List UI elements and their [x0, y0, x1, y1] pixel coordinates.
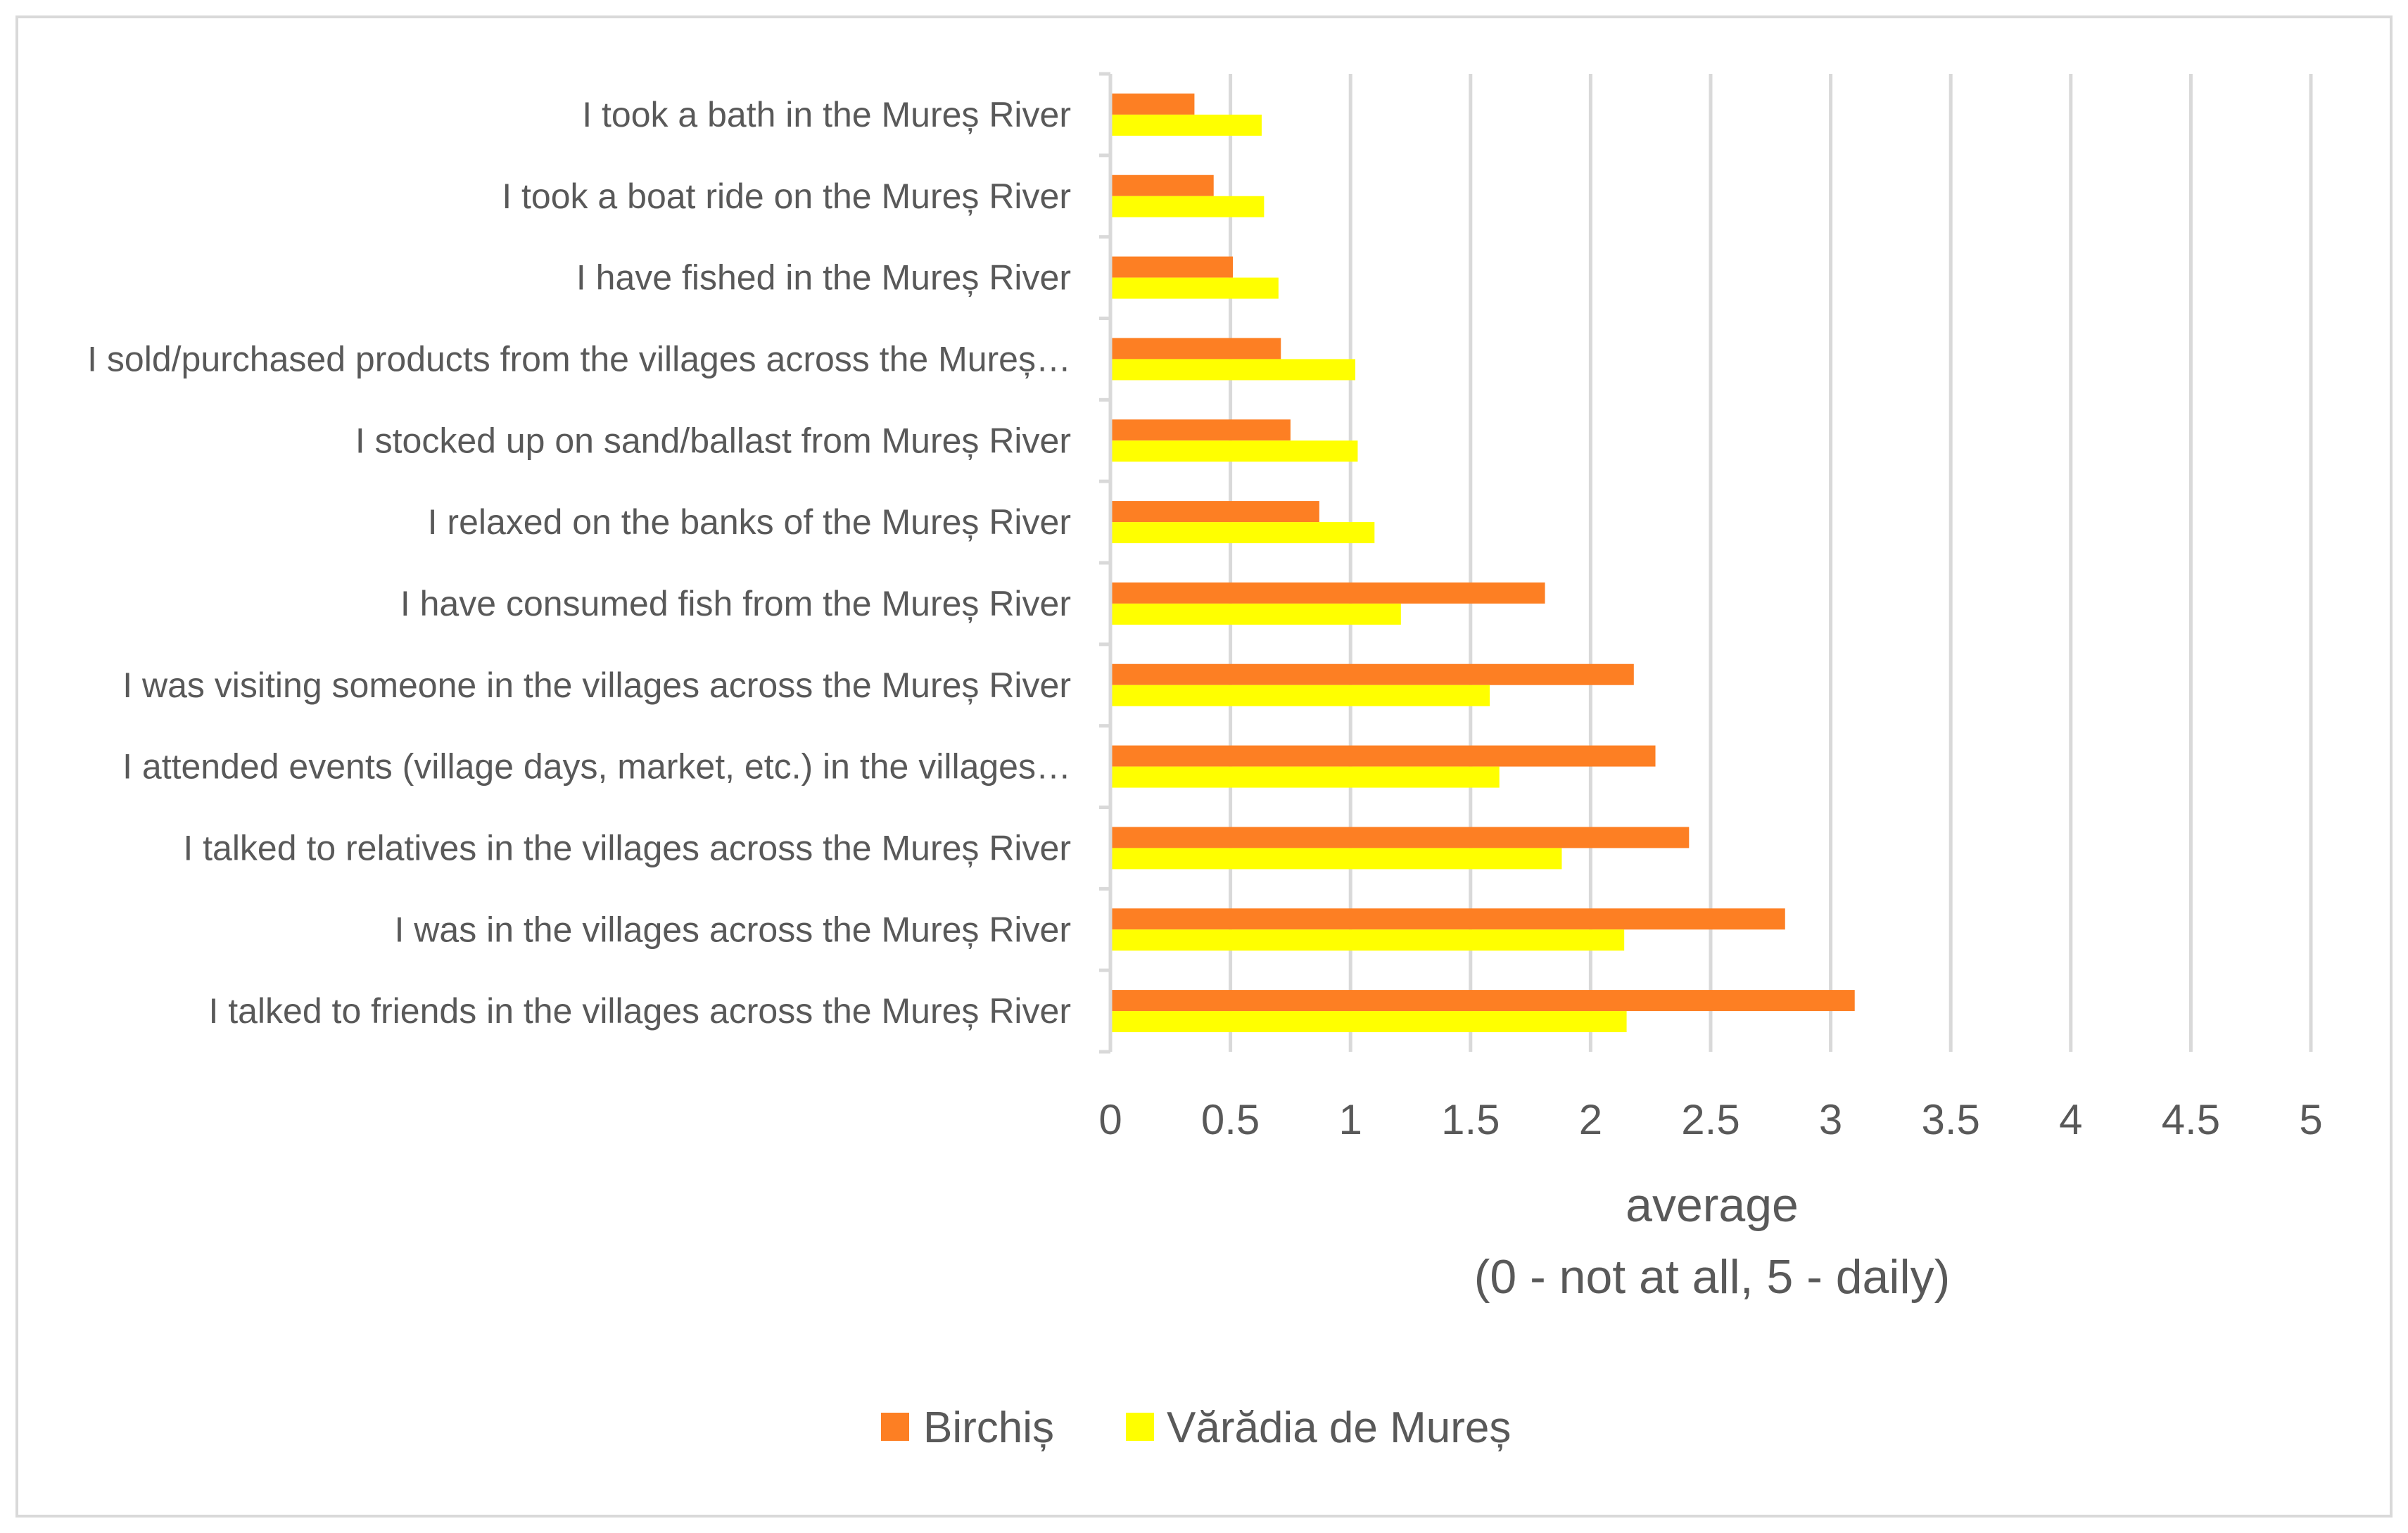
- bar-birchis-0: [1110, 93, 1195, 115]
- bar-varadia-6: [1110, 603, 1401, 625]
- legend-label-varadia: Vărădia de Mureș: [1167, 1404, 1511, 1452]
- bar-birchis-3: [1110, 338, 1281, 360]
- bar-birchis-9: [1110, 827, 1690, 848]
- bar-birchis-6: [1110, 582, 1545, 604]
- bar-birchis-7: [1110, 663, 1634, 685]
- x-tick-label: 2: [1579, 1096, 1602, 1143]
- bar-varadia-9: [1110, 848, 1562, 870]
- category-label: I was in the villages across the Mureș R…: [395, 910, 1071, 949]
- x-tick-label: 3.5: [1921, 1096, 1979, 1143]
- category-label: I was visiting someone in the villages a…: [122, 666, 1071, 705]
- x-tick-label: 0.5: [1201, 1096, 1260, 1143]
- bar-varadia-0: [1110, 114, 1262, 136]
- legend: Birchiș Vărădia de Mureș: [881, 1404, 1511, 1452]
- category-axis: [1099, 72, 1113, 1054]
- bar-varadia-8: [1110, 766, 1500, 788]
- bar-varadia-4: [1110, 440, 1358, 462]
- x-axis-title-line-2: (0 - not at all, 5 - daily): [1474, 1250, 1950, 1304]
- category-label: I have consumed fish from the Mureș Rive…: [400, 584, 1071, 623]
- bar-varadia-7: [1110, 685, 1490, 706]
- legend-label-birchis: Birchiș: [923, 1404, 1054, 1452]
- bar-birchis-2: [1110, 256, 1234, 278]
- x-tick-label: 2.5: [1681, 1096, 1740, 1143]
- category-label: I talked to relatives in the villages ac…: [183, 828, 1071, 867]
- gridlines: [1229, 74, 2313, 1052]
- category-label: I talked to friends in the villages acro…: [208, 991, 1071, 1031]
- x-tick-label: 4: [2059, 1096, 2082, 1143]
- category-label: I relaxed on the banks of the Mureș Rive…: [428, 502, 1071, 542]
- category-labels: I took a bath in the Mureș River I took a…: [87, 95, 1071, 1031]
- x-tick-label: 1.5: [1441, 1096, 1500, 1143]
- bar-varadia-5: [1110, 522, 1375, 544]
- bar-varadia-11: [1110, 1011, 1627, 1033]
- bar-birchis-5: [1110, 501, 1319, 523]
- bar-birchis-11: [1110, 990, 1855, 1012]
- category-label: I attended events (village days, market,…: [122, 747, 1071, 787]
- x-axis-title-line-1: average: [1626, 1178, 1799, 1232]
- category-label: I have fished in the Mureș River: [576, 258, 1071, 298]
- bar-varadia-2: [1110, 277, 1279, 299]
- bar-birchis-8: [1110, 745, 1656, 767]
- bars: [1110, 93, 1855, 1033]
- x-tick-label: 5: [2299, 1096, 2322, 1143]
- x-tick-label: 3: [1819, 1096, 1842, 1143]
- x-tick-labels: 0 0.5 1 1.5 2 2.5 3 3.5 4 4.5 5: [1098, 1096, 2322, 1143]
- x-tick-label: 1: [1339, 1096, 1362, 1143]
- bar-varadia-1: [1110, 196, 1265, 217]
- bar-varadia-3: [1110, 359, 1356, 381]
- x-tick-label: 0: [1098, 1096, 1122, 1143]
- bar-birchis-10: [1110, 908, 1785, 930]
- bar-birchis-1: [1110, 174, 1214, 196]
- category-label: I sold/purchased products from the villa…: [87, 339, 1071, 379]
- legend-swatch-varadia: [1126, 1413, 1154, 1441]
- category-label: I took a bath in the Mureș River: [582, 95, 1071, 134]
- legend-swatch-birchis: [881, 1413, 909, 1441]
- bar-varadia-10: [1110, 929, 1625, 951]
- category-label: I took a boat ride on the Mureș River: [502, 177, 1071, 216]
- x-tick-label: 4.5: [2162, 1096, 2220, 1143]
- bar-birchis-4: [1110, 419, 1291, 441]
- category-label: I stocked up on sand/ballast from Mureș …: [355, 421, 1071, 460]
